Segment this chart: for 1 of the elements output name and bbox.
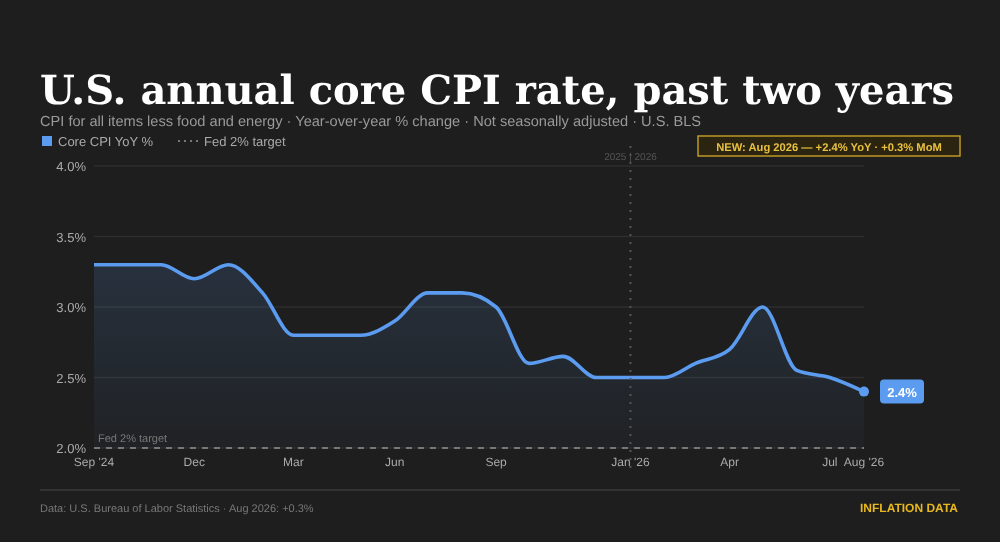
chart-title: U.S. annual core CPI rate, past two years <box>40 66 954 114</box>
